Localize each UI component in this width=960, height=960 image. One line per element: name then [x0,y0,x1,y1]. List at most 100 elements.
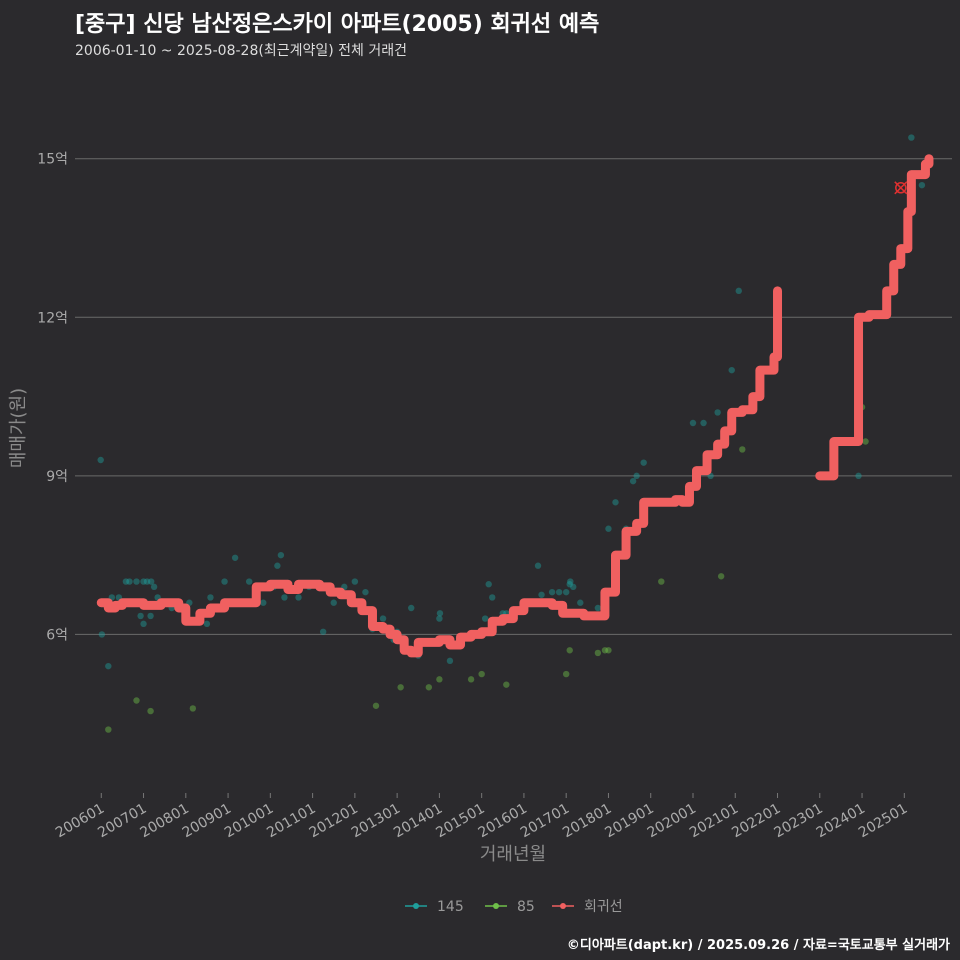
data-point-85 [717,573,725,580]
data-point-145 [203,620,211,628]
data-point-85 [372,702,380,709]
data-point-145 [246,578,253,585]
y-tick-label: 6억 [46,627,68,643]
data-point-145 [133,578,140,585]
data-point-145 [330,599,337,606]
data-point-85 [605,647,612,654]
data-point-145 [105,662,112,670]
chart-subtitle: 2006-01-10 ~ 2025-08-28(최근계약일) 전체 거래건 [75,43,407,59]
x-axis-title: 거래년월 [480,844,546,865]
data-point-85 [658,578,665,585]
data-point-145 [122,578,130,585]
data-point-145 [612,499,619,506]
highlight-layer [894,181,908,195]
data-point-145 [277,551,285,559]
data-point-145 [436,610,444,617]
data-point-145 [566,581,573,588]
data-point-145 [362,588,369,596]
y-tick-labels: 6억 9억 12억 15억 [37,152,68,644]
data-point-145 [140,578,147,585]
legend-swatch-dot [560,903,566,909]
data-point-145 [147,578,155,585]
data-point-85 [862,438,869,445]
data-point-145 [126,578,133,585]
data-point-145 [446,657,454,665]
data-point-145 [260,599,267,606]
data-point-145 [605,525,612,532]
data-point-145 [594,604,602,612]
regression-line-segment [815,154,934,481]
data-point-145 [728,366,735,374]
data-point-145 [408,604,415,612]
data-point-145 [221,578,228,585]
data-point-85 [397,684,404,691]
chart-title: [중구] 신당 남산정은스카이 아파트(2005) 회귀선 예측 [75,12,600,37]
y-tick-label: 12억 [37,310,68,326]
data-point-145 [147,612,154,620]
x-tick-labels: 2006012007012008012009012010012011012012… [53,793,910,841]
data-point-145 [485,581,492,588]
legend-label: 회귀선 [584,899,623,915]
data-point-145 [562,588,570,596]
data-point-85 [467,676,475,683]
data-point-145 [481,615,489,622]
data-point-145 [137,612,144,620]
data-point-145 [567,578,574,585]
data-point-85 [566,647,573,654]
data-point-145 [908,134,915,141]
data-point-145 [640,459,647,466]
regression-line-layer [96,154,934,658]
data-point-145 [140,620,147,628]
data-point-145 [735,287,742,295]
data-point-85 [425,684,433,691]
data-point-85 [594,649,602,657]
data-point-145 [231,554,239,561]
data-point-145 [548,588,556,596]
data-point-145 [633,472,640,480]
data-point-145 [207,594,214,601]
data-point-85 [601,647,609,654]
data-point-145 [534,562,542,569]
data-point-145 [538,591,545,598]
highlight-point [895,182,907,194]
data-point-145 [855,472,862,480]
data-point-145 [555,588,563,596]
data-point-145 [714,409,721,416]
footer-credit: ©디아파트(dapt.kr) / 2025.09.26 / 자료=국토교통부 실… [566,938,950,953]
data-point-145 [918,181,926,189]
x-tick-label: 202501 [856,801,910,842]
data-point-145 [570,583,577,591]
grid-layer [75,158,952,635]
data-point-145 [319,628,327,635]
legend-label: 85 [517,899,535,915]
data-point-85 [478,670,485,678]
data-point-145 [629,477,637,485]
data-point-145 [274,562,281,569]
data-point-85 [503,681,510,688]
points-layer [97,134,926,733]
data-point-145 [97,456,104,464]
data-point-85 [133,697,140,704]
data-point-85 [105,726,112,733]
data-point-85 [739,446,746,453]
highlight-cross [894,181,908,195]
data-point-145 [436,615,443,622]
data-point-145 [689,419,697,427]
data-point-85 [147,707,154,715]
legend-swatch-dot [493,903,499,909]
data-point-85 [189,705,197,712]
y-axis-title: 매매가(원) [8,388,29,468]
data-point-145 [281,594,288,601]
data-point-145 [489,594,496,601]
data-point-145 [700,419,707,427]
y-tick-label: 9억 [46,469,68,485]
data-point-145 [143,578,151,585]
legend: 145 85 회귀선 [405,899,623,915]
y-tick-label: 15억 [37,152,68,168]
data-point-145 [98,631,106,638]
data-point-145 [351,578,359,585]
legend-swatch-dot [413,903,419,909]
data-point-85 [436,676,443,683]
regression-line-segment [96,286,783,658]
